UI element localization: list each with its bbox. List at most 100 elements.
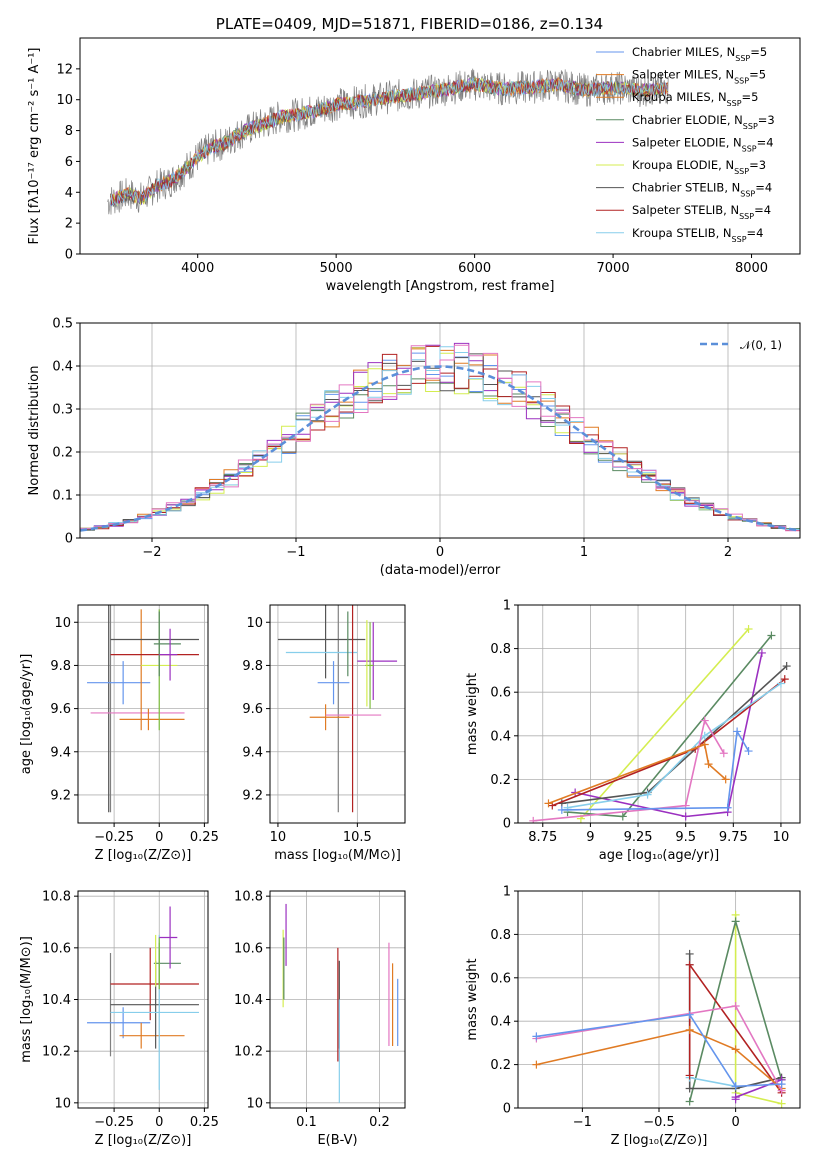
legend-text: Chabrier ELODIE, N (632, 113, 743, 127)
x-tick-label: 8.75 (528, 830, 557, 845)
legend-entry: Salpeter ELODIE, NSSP=4 (632, 135, 774, 153)
legend-entry: Chabrier ELODIE, NSSP=3 (632, 113, 775, 131)
y-tick-label: 6 (65, 155, 73, 170)
axes-frame (77, 604, 209, 824)
x-tick-label: −0.5 (643, 1115, 675, 1130)
weight-marker (700, 740, 709, 749)
y-tick-label: 2 (65, 217, 73, 232)
mw_age-grid (518, 604, 800, 824)
y-tick-label: 10 (56, 93, 73, 108)
axes-frame (517, 604, 801, 824)
weight-marker (618, 812, 627, 821)
weight-marker (685, 1025, 694, 1034)
x-axis-label: age [log₁₀(age/yr)] (599, 848, 720, 863)
legend-text: Chabrier MILES, N (632, 45, 735, 59)
weight-line (552, 678, 786, 807)
legend-text: =4 (754, 203, 771, 217)
y-tick-label: 10.6 (234, 941, 263, 956)
legend-sub: SSP (740, 189, 755, 198)
y-tick-label: 9.2 (50, 788, 71, 803)
y-axis-label: mass weight (465, 958, 480, 1040)
y-tick-label: 8 (65, 124, 73, 139)
legend-text: =3 (749, 158, 766, 172)
y-tick-label: 9.8 (242, 659, 263, 674)
weight-marker (780, 675, 789, 684)
x-axis-label: Z [log₁₀(Z/Z⊙)] (611, 1133, 708, 1148)
y-axis-label: age [log₁₀(age/yr)] (19, 654, 34, 775)
weight-marker (721, 775, 730, 784)
y-tick-label: 12 (56, 62, 73, 77)
legend-sub: SSP (743, 121, 758, 130)
weight-line (567, 682, 782, 809)
y-tick-label: 0 (65, 532, 73, 547)
weight-marker (767, 631, 776, 640)
mw_age-lines (529, 624, 791, 823)
age_Z-errorbars (87, 605, 199, 813)
weight-marker (731, 1082, 740, 1091)
y-tick-label: 10 (246, 1096, 263, 1111)
y-tick-label: 0.6 (490, 971, 511, 986)
y-tick-label: 10.6 (42, 941, 71, 956)
legend-text: Salpeter ELODIE, N (632, 135, 742, 149)
y-tick-label: 4 (65, 186, 73, 201)
legend-text: =4 (755, 181, 772, 195)
x-tick-label: 9 (586, 830, 594, 845)
legend-sub: SSP (727, 99, 742, 108)
legend-sub: SSP (739, 212, 754, 221)
x-tick-label: 0 (731, 1115, 739, 1130)
mass_Z-grid (78, 891, 208, 1108)
weight-marker (643, 790, 652, 799)
legend-text: =5 (750, 45, 767, 59)
x-tick-label: 0 (436, 545, 444, 560)
weight-marker (681, 812, 690, 821)
weight-marker (532, 1060, 541, 1069)
legend-text: Salpeter MILES, N (632, 68, 734, 82)
legend-entry: 𝒩(0, 1) (740, 338, 782, 352)
x-tick-label: 5000 (320, 261, 353, 276)
x-tick-label: 9.5 (675, 830, 696, 845)
y-tick-label: 0.2 (52, 446, 73, 461)
y-tick-label: 1 (503, 885, 511, 900)
x-tick-label: 4000 (181, 261, 214, 276)
weight-line (536, 1029, 783, 1090)
y-tick-label: 0 (503, 817, 511, 832)
weight-line (536, 1013, 782, 1088)
spectrum-model-line (110, 78, 668, 206)
weight-marker (685, 1084, 694, 1093)
weight-marker (731, 1093, 740, 1102)
weight-line (561, 665, 788, 805)
x-tick-label: 9.75 (719, 830, 748, 845)
legend-entry: Salpeter MILES, NSSP=5 (632, 68, 766, 86)
x-tick-label: 10 (270, 830, 287, 845)
x-tick-label: 0.25 (190, 830, 219, 845)
y-tick-label: 10 (54, 616, 71, 631)
x-tick-label: 7000 (597, 261, 630, 276)
x-axis-label: Z [log₁₀(Z/Z⊙)] (95, 848, 192, 863)
weight-marker (704, 760, 713, 769)
x-axis-label: (data-model)/error (380, 563, 501, 578)
weight-line (575, 652, 763, 818)
weight-marker (731, 1002, 740, 1011)
x-tick-label: −0.25 (94, 830, 134, 845)
x-tick-label: −0.25 (94, 1115, 134, 1130)
axes-frame (79, 322, 801, 539)
y-tick-label: 10.4 (42, 993, 71, 1008)
y-tick-label: 0.8 (490, 928, 511, 943)
spectrum-model-line (110, 77, 668, 206)
y-tick-label: 9.4 (242, 745, 263, 760)
weight-marker (723, 803, 732, 812)
weight-marker (557, 805, 566, 814)
y-tick-label: 1 (503, 599, 511, 614)
axes-frame (269, 890, 406, 1109)
legend-text: =5 (749, 68, 766, 82)
y-axis-label: Flux [fλ10⁻¹⁷ erg cm⁻² s⁻¹ A⁻¹] (27, 48, 42, 245)
y-tick-label: 0.1 (52, 489, 73, 504)
legend-sub: SSP (735, 54, 750, 63)
figure-title: PLATE=0409, MJD=51871, FIBERID=0186, z=0… (216, 15, 603, 33)
legend-text: Kroupa MILES, N (632, 90, 727, 104)
x-axis-label: E(B-V) (317, 1133, 357, 1148)
legend-text: Chabrier STELIB, N (632, 181, 740, 195)
legend-text: Salpeter STELIB, N (632, 203, 739, 217)
weight-marker (744, 747, 753, 756)
x-tick-label: 0.25 (190, 1115, 219, 1130)
